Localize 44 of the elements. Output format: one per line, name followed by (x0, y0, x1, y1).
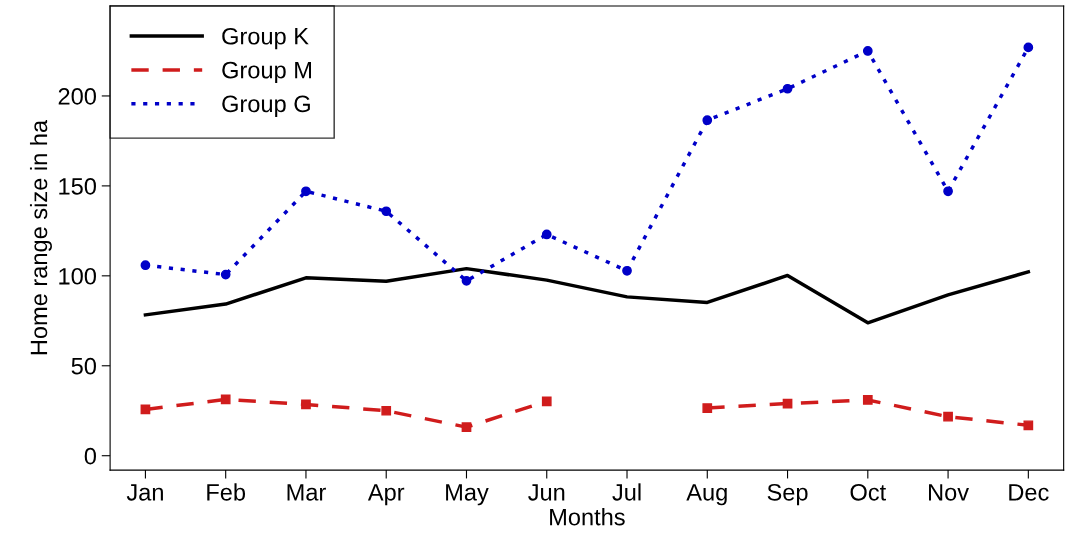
x-tick-label: Jun (528, 484, 565, 501)
x-tick-label: Sep (767, 483, 808, 506)
y-tick-label: 100 (59, 267, 96, 285)
x-tick-label: Jul (612, 483, 641, 501)
point (381, 405, 392, 416)
point (943, 411, 953, 422)
x-tick-label: Oct (850, 483, 886, 501)
x-tick-label: Aug (686, 484, 727, 506)
point (301, 186, 311, 197)
point (461, 422, 472, 432)
point (622, 265, 632, 276)
point (943, 186, 953, 197)
legend-label: Group M (222, 61, 311, 84)
y-tick-label: 0 (84, 447, 96, 465)
point (140, 260, 151, 271)
point (220, 394, 231, 405)
point (862, 395, 873, 405)
y-tick-label: 200 (58, 88, 96, 105)
x-tick-label: Mar (287, 484, 326, 501)
point (381, 206, 392, 217)
point (1023, 420, 1034, 431)
x-tick-label: Dec (1009, 484, 1049, 501)
legend-label: Group K (222, 27, 309, 50)
x-tick-label: Nov (929, 484, 969, 501)
point (541, 229, 552, 240)
point (541, 396, 552, 407)
x-tick-label: Jan (126, 484, 163, 501)
point (461, 276, 472, 286)
y-axis-title: Home range size in ha (29, 119, 52, 355)
line-series (143, 266, 1031, 325)
point (702, 403, 713, 413)
point (702, 115, 713, 126)
y-tick-label: 150 (59, 177, 96, 195)
point (220, 269, 231, 280)
point (301, 399, 311, 410)
x-tick-label: May (446, 484, 489, 506)
legend-label: Group G (222, 95, 310, 117)
y-tick-label: 50 (71, 357, 96, 375)
x-tick-label: Feb (207, 483, 246, 501)
x-tick-label: Apr (367, 484, 405, 506)
point (782, 83, 793, 94)
point (862, 46, 873, 56)
x-axis-title: Months (550, 508, 625, 526)
point (1023, 42, 1034, 53)
